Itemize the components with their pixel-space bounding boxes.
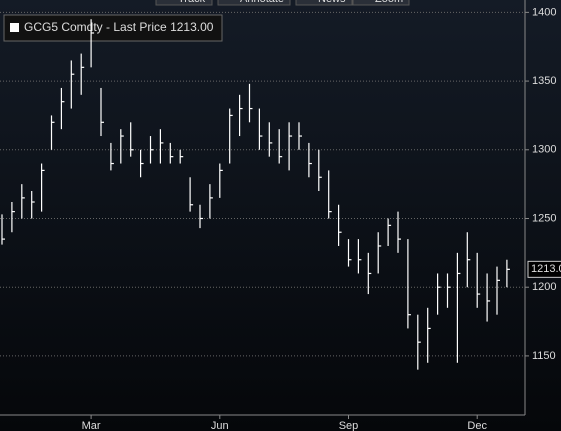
y-tick-label: 1200	[532, 281, 556, 293]
y-tick-label: 1300	[532, 144, 556, 156]
last-price-box	[527, 260, 561, 278]
legend: GCG5 Comdty - Last Price 1213.00	[3, 14, 223, 42]
toolbar-button	[155, 0, 213, 6]
last-price-tag: 1213.00	[527, 260, 561, 278]
toolbar-label: Zoom	[375, 0, 403, 5]
toolbar: Track Annotate News Zoom	[155, 0, 410, 6]
toolbar-button	[295, 0, 353, 6]
legend-box	[3, 14, 223, 42]
toolbar-label: Track	[178, 0, 206, 5]
toolbar-button	[352, 0, 410, 6]
x-tick-label: Sep	[339, 420, 359, 431]
toolbar-label: Annotate	[240, 0, 284, 5]
legend-value: 1213.00	[170, 20, 214, 34]
x-tick-label: Jun	[211, 420, 229, 431]
y-tick-label: 1250	[532, 212, 556, 224]
y-tick-label: 1350	[532, 75, 556, 87]
y-tick-label: 1150	[532, 350, 556, 362]
legend-swatch	[10, 23, 19, 32]
legend-label: GCG5 Comdty - Last Price 1213.00	[24, 20, 214, 34]
toolbar-label: News	[318, 0, 346, 5]
y-tick-label: 1400	[532, 6, 556, 18]
legend-name: GCG5 Comdty - Last Price	[24, 20, 167, 34]
toolbar-button	[217, 0, 291, 6]
x-tick-label: Dec	[467, 420, 487, 431]
last-price-label: 1213.00	[531, 263, 561, 275]
x-tick-label: Mar	[82, 420, 101, 431]
